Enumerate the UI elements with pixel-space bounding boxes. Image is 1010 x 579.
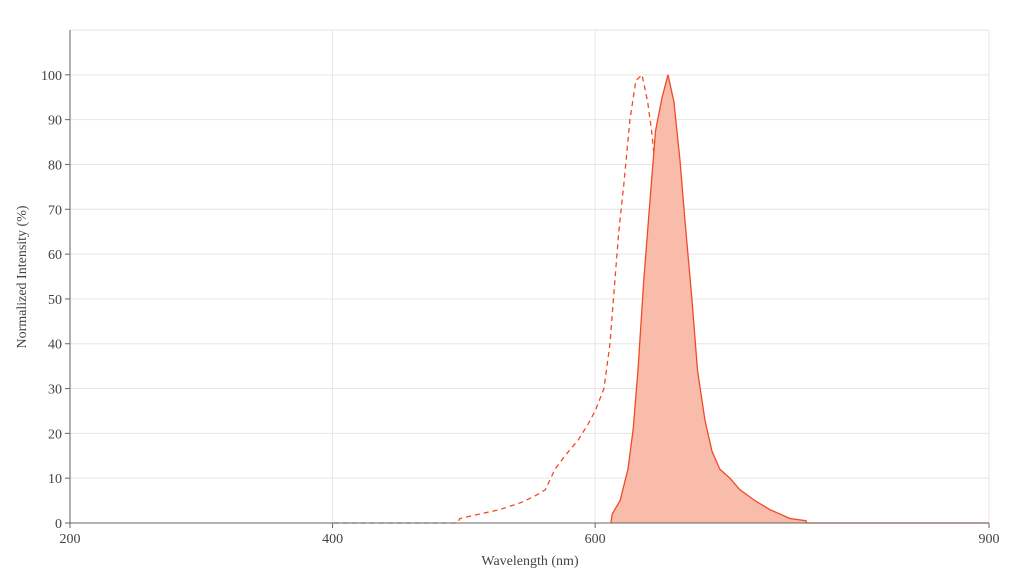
x-tick-label: 400 xyxy=(322,532,343,547)
y-tick-label: 100 xyxy=(41,69,62,84)
x-tick-label: 200 xyxy=(60,532,81,547)
y-tick-label: 80 xyxy=(48,158,62,173)
x-tick-label: 900 xyxy=(979,532,1000,547)
y-tick-label: 60 xyxy=(48,248,62,263)
y-tick-label: 50 xyxy=(48,293,62,308)
x-axis-label: Wavelength (nm) xyxy=(481,554,579,569)
y-tick-label: 30 xyxy=(48,383,62,398)
area xyxy=(610,74,989,524)
y-tick-label: 40 xyxy=(48,338,62,353)
y-tick-label: 70 xyxy=(48,203,62,218)
y-tick-label: 10 xyxy=(48,472,62,487)
line xyxy=(610,74,989,524)
x-tick-label: 600 xyxy=(585,532,606,547)
y-tick-label: 20 xyxy=(48,427,62,442)
line xyxy=(333,73,686,524)
y-tick-label: 90 xyxy=(48,114,62,129)
y-tick-label: 0 xyxy=(55,517,62,532)
y-axis-label: Normalized Intensity (%) xyxy=(15,205,30,348)
